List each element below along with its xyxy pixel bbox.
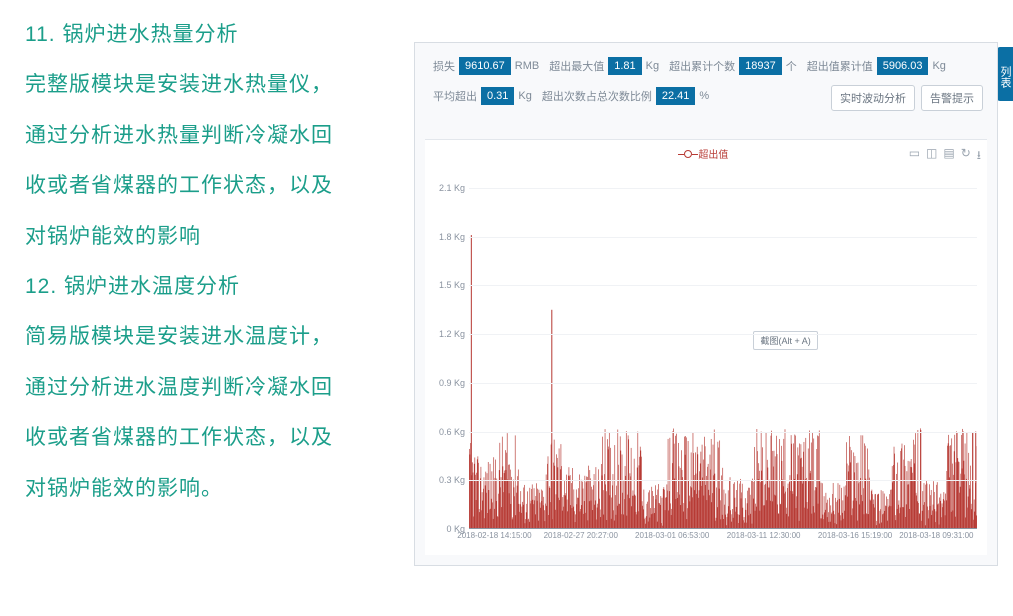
y-tick-label: 1.2 Kg (425, 329, 465, 339)
y-tick-label: 1.8 Kg (425, 232, 465, 242)
count-unit: 个 (786, 58, 797, 74)
chart-legend: 超出值 (425, 140, 987, 163)
count-label: 超出累计个数 (669, 58, 735, 74)
count-value: 18937 (739, 57, 782, 75)
y-tick-label: 0.9 Kg (425, 378, 465, 388)
max-value: 1.81 (608, 57, 641, 75)
chart-toolbar: ▭ ◫ ▤ ↻ ⭳ (909, 146, 981, 167)
section-12-line: 简易版模块是安装进水温度计， (25, 312, 400, 362)
ratio-value: 22.41 (656, 87, 696, 105)
grid-line (469, 383, 977, 384)
section-12-line: 对锅炉能效的影响。 (25, 464, 400, 514)
description-column: 11. 锅炉进水热量分析 完整版模块是安装进水热量仪， 通过分析进水热量判断冷凝… (25, 10, 400, 514)
chart-area: 超出值 ▭ ◫ ▤ ↻ ⭳ 截图(Alt + A) 0 Kg0.3 Kg0.6 … (425, 139, 987, 555)
x-tick-label: 2018-02-18 14:15:00 (457, 531, 531, 540)
tool-stack-icon[interactable]: ▭ (909, 146, 920, 167)
x-tick-label: 2018-02-27 20:27:00 (544, 531, 618, 540)
sum-unit: Kg (932, 60, 945, 72)
section-11-line: 通过分析进水热量判断冷凝水回 (25, 111, 400, 161)
x-axis-line (469, 528, 977, 529)
y-tick-label: 0.3 Kg (425, 475, 465, 485)
avg-unit: Kg (518, 90, 531, 102)
section-12-title: 12. 锅炉进水温度分析 (25, 262, 400, 312)
grid-line (469, 432, 977, 433)
section-11-line: 对锅炉能效的影响 (25, 212, 400, 262)
legend-label: 超出值 (698, 150, 728, 161)
tool-refresh-icon[interactable]: ↻ (961, 146, 971, 167)
x-tick-label: 2018-03-18 09:31:00 (899, 531, 973, 540)
ratio-unit: % (699, 90, 709, 102)
y-tick-label: 0.6 Kg (425, 427, 465, 437)
grid-line (469, 237, 977, 238)
chart-plot[interactable]: 截图(Alt + A) 0 Kg0.3 Kg0.6 Kg0.9 Kg1.2 Kg… (469, 188, 977, 529)
x-axis: 2018-02-18 14:15:002018-02-27 20:27:0020… (469, 531, 977, 549)
action-buttons: 实时波动分析 告警提示 (831, 85, 983, 111)
chart-svg (469, 188, 977, 529)
y-tick-label: 2.1 Kg (425, 183, 465, 193)
sum-value: 5906.03 (877, 57, 929, 75)
section-11-line: 收或者省煤器的工作状态，以及 (25, 161, 400, 211)
grid-line (469, 480, 977, 481)
avg-value: 0.31 (481, 87, 514, 105)
loss-unit: RMB (515, 60, 539, 72)
section-11-line: 完整版模块是安装进水热量仪， (25, 60, 400, 110)
section-12-line: 收或者省煤器的工作状态，以及 (25, 413, 400, 463)
grid-line (469, 334, 977, 335)
legend-marker-icon (684, 150, 692, 158)
y-tick-label: 1.5 Kg (425, 280, 465, 290)
tool-download-icon[interactable]: ⭳ (977, 146, 981, 167)
loss-label: 损失 (433, 58, 455, 74)
section-12-line: 通过分析进水温度判断冷凝水回 (25, 363, 400, 413)
alert-hint-button[interactable]: 告警提示 (921, 85, 983, 111)
grid-line (469, 285, 977, 286)
loss-value: 9610.67 (459, 57, 511, 75)
section-11-title: 11. 锅炉进水热量分析 (25, 10, 400, 60)
x-tick-label: 2018-03-11 12:30:00 (727, 531, 801, 540)
tool-list-icon[interactable]: ▤ (943, 146, 954, 167)
grid-line (469, 188, 977, 189)
avg-label: 平均超出 (433, 88, 477, 104)
max-label: 超出最大值 (549, 58, 604, 74)
realtime-analysis-button[interactable]: 实时波动分析 (831, 85, 915, 111)
x-tick-label: 2018-03-16 15:19:00 (818, 531, 892, 540)
ratio-label: 超出次数占总次数比例 (542, 88, 652, 104)
max-unit: Kg (646, 60, 659, 72)
side-tab-list[interactable]: 列表 (997, 47, 1013, 101)
x-tick-label: 2018-03-01 06:53:00 (635, 531, 709, 540)
tool-bar-icon[interactable]: ◫ (926, 146, 937, 167)
sum-label: 超出值累计值 (807, 58, 873, 74)
metrics-bar: 损失 9610.67 RMB 超出最大值 1.81 Kg 超出累计个数 1893… (415, 43, 997, 123)
analysis-panel: 损失 9610.67 RMB 超出最大值 1.81 Kg 超出累计个数 1893… (414, 42, 998, 566)
